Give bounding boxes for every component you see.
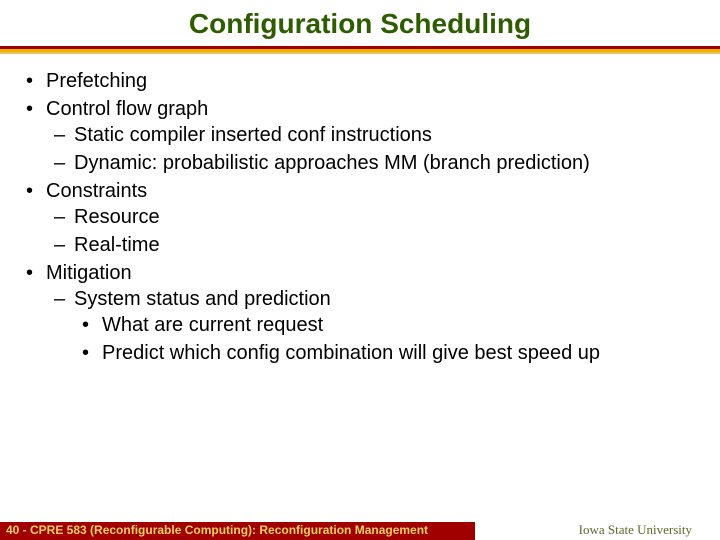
slide: Configuration Scheduling Prefetching Con… <box>0 0 720 540</box>
list-item: Dynamic: probabilistic approaches MM (br… <box>46 150 702 176</box>
slide-footer: 40 - CPRE 583 (Reconfigurable Computing)… <box>0 522 720 540</box>
list-item-text: Mitigation <box>46 262 132 284</box>
footer-left-text: 40 - CPRE 583 (Reconfigurable Computing)… <box>6 523 428 537</box>
list-item: Static compiler inserted conf instructio… <box>46 122 702 148</box>
list-item: Resource <box>46 204 702 230</box>
list-item: What are current request <box>74 312 702 338</box>
list-item-text: Static compiler inserted conf instructio… <box>74 124 432 146</box>
list-item: Prefetching <box>18 68 702 94</box>
list-item-text: Dynamic: probabilistic approaches MM (br… <box>74 152 590 174</box>
list-item-text: What are current request <box>102 314 323 336</box>
list-item-text: Control flow graph <box>46 98 208 120</box>
list-item-text: Prefetching <box>46 70 147 92</box>
list-item: Predict which config combination will gi… <box>74 340 702 366</box>
list-item: Control flow graph Static compiler inser… <box>18 96 702 176</box>
bullet-list-lvl2: Resource Real-time <box>46 204 702 258</box>
list-item-text: System status and prediction <box>74 288 331 310</box>
list-item: Constraints Resource Real-time <box>18 178 702 258</box>
slide-body: Prefetching Control flow graph Static co… <box>0 54 720 366</box>
footer-right-text: Iowa State University <box>579 522 692 538</box>
list-item: Mitigation System status and prediction … <box>18 260 702 366</box>
bullet-list-lvl1: Prefetching Control flow graph Static co… <box>18 68 702 366</box>
list-item-text: Constraints <box>46 180 147 202</box>
list-item: Real-time <box>46 232 702 258</box>
list-item-text: Predict which config combination will gi… <box>102 342 600 364</box>
slide-title: Configuration Scheduling <box>0 0 720 46</box>
list-item-text: Real-time <box>74 234 160 256</box>
title-underline <box>0 46 720 54</box>
bullet-list-lvl3: What are current request Predict which c… <box>74 312 702 366</box>
bullet-list-lvl2: Static compiler inserted conf instructio… <box>46 122 702 176</box>
list-item: System status and prediction What are cu… <box>46 286 702 366</box>
bullet-list-lvl2: System status and prediction What are cu… <box>46 286 702 366</box>
list-item-text: Resource <box>74 206 160 228</box>
